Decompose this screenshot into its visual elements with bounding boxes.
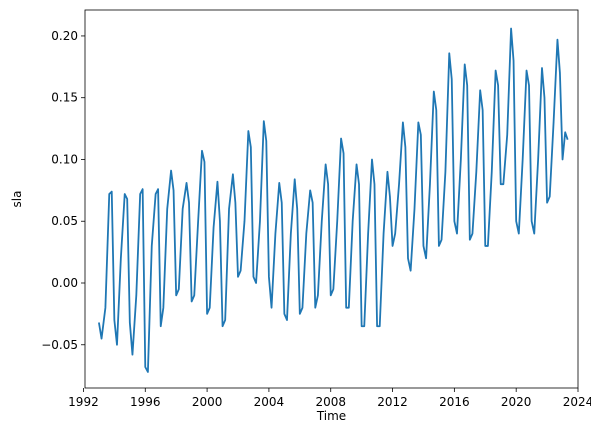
x-tick-label: 1996 xyxy=(130,395,161,409)
y-tick-label: −0.05 xyxy=(41,338,78,352)
x-tick-label: 2008 xyxy=(315,395,346,409)
x-axis-label: Time xyxy=(316,409,346,423)
y-tick-label: 0.20 xyxy=(51,29,78,43)
x-tick-label: 2000 xyxy=(192,395,223,409)
x-axis-ticks: 1992 1996 2000 2004 2008 2012 2016 2020 2024 xyxy=(68,388,591,409)
x-tick-label: 2020 xyxy=(501,395,532,409)
series-line-0 xyxy=(98,27,569,373)
y-axis-label: sla xyxy=(10,191,24,208)
y-tick-label: 0.10 xyxy=(51,152,78,166)
y-tick-label: 0.00 xyxy=(51,276,78,290)
y-tick-label: 0.05 xyxy=(51,214,78,228)
x-tick-label: 1992 xyxy=(68,395,99,409)
x-tick-label: 2004 xyxy=(254,395,285,409)
y-tick-label: 0.15 xyxy=(51,91,78,105)
plot-layer xyxy=(98,27,569,373)
y-axis-ticks: −0.05 0.00 0.05 0.10 0.15 0.20 xyxy=(41,29,85,352)
x-tick-label: 2016 xyxy=(439,395,470,409)
x-tick-label: 2012 xyxy=(377,395,408,409)
x-tick-label: 2024 xyxy=(563,395,591,409)
axes-frame xyxy=(84,9,579,389)
